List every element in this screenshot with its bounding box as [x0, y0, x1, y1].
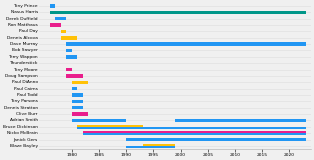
Bar — [72, 93, 83, 97]
Bar — [77, 127, 306, 128]
Bar — [72, 80, 88, 84]
Bar — [83, 133, 306, 135]
Bar — [175, 119, 306, 122]
Bar — [66, 68, 72, 71]
Bar — [50, 11, 306, 14]
Bar — [72, 119, 126, 122]
Bar — [61, 30, 66, 33]
Bar — [56, 17, 66, 20]
Bar — [72, 87, 77, 90]
Bar — [66, 74, 83, 78]
Bar — [143, 144, 175, 146]
Bar — [72, 100, 83, 103]
Bar — [77, 125, 143, 127]
Bar — [50, 23, 61, 27]
Bar — [72, 106, 83, 109]
Bar — [66, 42, 306, 46]
Bar — [126, 138, 306, 141]
Bar — [66, 49, 72, 52]
Bar — [72, 112, 88, 116]
Bar — [83, 131, 306, 133]
Bar — [126, 146, 175, 148]
Bar — [50, 4, 56, 8]
Bar — [66, 55, 77, 59]
Bar — [61, 36, 77, 40]
